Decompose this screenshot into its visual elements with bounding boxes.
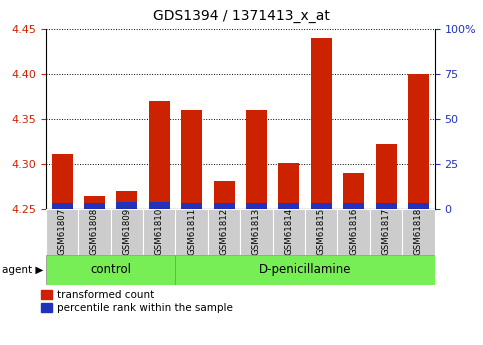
Bar [246,203,267,209]
Bar [149,101,170,209]
Bar [305,209,338,255]
Bar [278,203,299,209]
Text: GSM61812: GSM61812 [220,207,228,255]
Bar [116,203,138,209]
Bar [52,203,72,209]
Bar [175,255,435,285]
Bar [213,203,235,209]
Bar [84,196,105,209]
Bar [143,209,175,255]
Bar [408,203,429,209]
Bar [149,203,170,209]
Text: control: control [90,264,131,276]
Text: GSM61815: GSM61815 [317,207,326,255]
Text: D-penicillamine: D-penicillamine [259,264,351,276]
Bar [181,110,202,209]
Bar [273,209,305,255]
Legend: transformed count, percentile rank within the sample: transformed count, percentile rank withi… [42,290,233,313]
Bar [175,209,208,255]
Bar [181,203,202,209]
Bar [78,209,111,255]
Bar [376,203,397,209]
Bar [208,209,241,255]
Text: GDS1394 / 1371413_x_at: GDS1394 / 1371413_x_at [153,9,330,23]
Text: GSM61814: GSM61814 [284,207,293,255]
Bar [246,110,267,209]
Bar [241,209,273,255]
Bar [116,191,138,209]
Bar [213,181,235,209]
Text: GSM61816: GSM61816 [349,207,358,255]
Text: GSM61813: GSM61813 [252,207,261,255]
Bar [338,209,370,255]
Bar [343,173,364,209]
Bar [311,203,332,209]
Bar [111,209,143,255]
Text: GSM61811: GSM61811 [187,207,196,255]
Bar [402,209,435,255]
Text: GSM61807: GSM61807 [57,207,67,255]
Bar [376,144,397,209]
Text: GSM61808: GSM61808 [90,207,99,255]
Bar [408,74,429,209]
Bar [52,154,72,209]
Bar [370,209,402,255]
Text: GSM61817: GSM61817 [382,207,391,255]
Bar [343,203,364,209]
Bar [46,209,78,255]
Bar [311,38,332,209]
Text: GSM61810: GSM61810 [155,207,164,255]
Text: GSM61818: GSM61818 [414,207,423,255]
Bar [46,255,175,285]
Bar [278,163,299,209]
Text: agent ▶: agent ▶ [2,265,44,275]
Text: GSM61809: GSM61809 [122,208,131,255]
Bar [84,203,105,209]
